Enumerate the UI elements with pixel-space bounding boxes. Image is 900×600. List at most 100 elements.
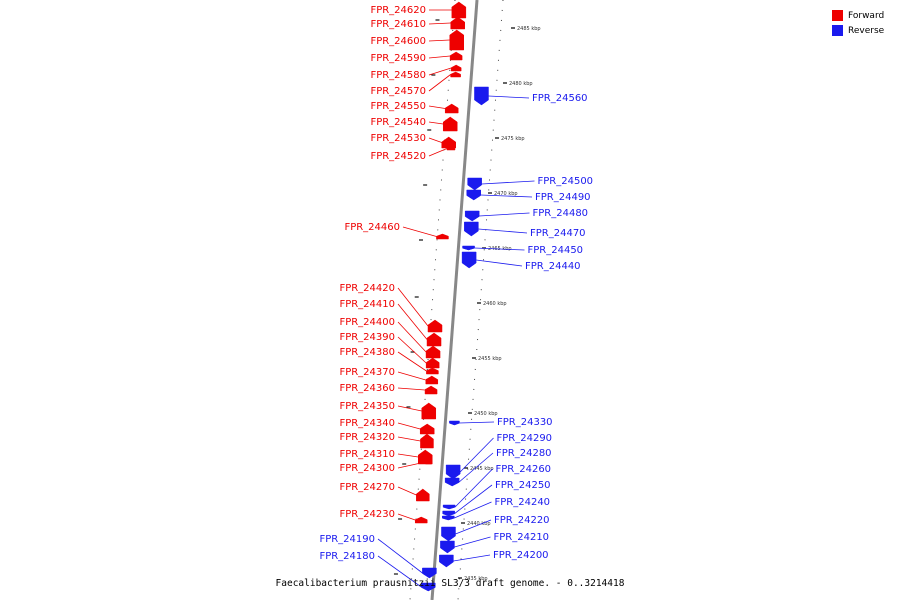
genome-backbone — [430, 0, 479, 600]
gene-fpr-24490-reverse[interactable] — [466, 189, 481, 201]
gene-label-forward[interactable]: FPR_24580 — [370, 70, 426, 81]
gene-fpr-24400-forward[interactable] — [425, 345, 441, 359]
gene-fpr-24390-forward[interactable] — [425, 357, 440, 369]
gene-fpr-24560-reverse[interactable] — [474, 86, 489, 106]
gene-fpr-24260-reverse[interactable] — [442, 504, 456, 510]
gene-fpr-24460-forward[interactable] — [436, 233, 449, 240]
leader-line — [476, 259, 523, 267]
gene-label-forward[interactable]: FPR_24420 — [339, 283, 395, 294]
gene-fpr-24590-forward[interactable] — [449, 51, 463, 61]
gene-fpr-24450-reverse[interactable] — [462, 245, 475, 251]
gene-label-reverse[interactable]: FPR_24480 — [533, 208, 589, 219]
gene-label-forward[interactable]: FPR_24370 — [339, 367, 395, 378]
gene-label-forward[interactable]: FPR_24390 — [339, 332, 395, 343]
gene-label-reverse[interactable]: FPR_24490 — [535, 192, 591, 203]
gene-label-forward[interactable]: FPR_24610 — [370, 19, 426, 30]
gene-label-reverse[interactable]: FPR_24220 — [494, 515, 550, 526]
gene-fpr-24320-forward[interactable] — [420, 433, 434, 449]
gene-fpr-24220-reverse[interactable] — [441, 526, 456, 542]
gene-fpr-24210-reverse[interactable] — [440, 540, 455, 554]
gene-fpr-24440-reverse[interactable] — [461, 251, 477, 269]
gene-label-forward[interactable]: FPR_24230 — [339, 509, 395, 520]
gene-label-forward[interactable]: FPR_24340 — [339, 418, 395, 429]
gene-label-reverse[interactable]: FPR_24500 — [538, 176, 594, 187]
gene-label-forward[interactable]: FPR_24590 — [370, 53, 426, 64]
leader-line — [397, 513, 416, 521]
gene-label-reverse[interactable]: FPR_24180 — [319, 551, 375, 562]
gene-fpr-24530-forward[interactable] — [441, 136, 456, 149]
gene-fpr-24340-forward[interactable] — [419, 423, 435, 435]
gene-fpr-24270-forward[interactable] — [416, 488, 430, 502]
gene-label-reverse[interactable]: FPR_24470 — [530, 228, 586, 239]
legend-reverse: Reverse — [832, 23, 892, 38]
gene-label-forward[interactable]: FPR_24380 — [339, 347, 395, 358]
gene-fpr-24290-reverse[interactable] — [445, 464, 461, 480]
gene-fpr-24610-forward[interactable] — [450, 16, 465, 30]
gene-label-reverse[interactable]: FPR_24250 — [495, 480, 551, 491]
gene-label-reverse[interactable]: FPR_24190 — [319, 534, 375, 545]
gene-label-forward[interactable]: FPR_24600 — [370, 36, 426, 47]
gene-fpr-24620-forward[interactable] — [451, 1, 467, 19]
gene-label-forward[interactable]: FPR_24310 — [339, 449, 395, 460]
gene-label-forward[interactable]: FPR_24410 — [339, 299, 395, 310]
gene-label-reverse[interactable]: FPR_24440 — [525, 261, 581, 272]
gene-label-forward[interactable]: FPR_24520 — [370, 151, 426, 162]
legend-reverse-swatch — [832, 25, 843, 36]
gene-label-forward[interactable]: FPR_24350 — [339, 401, 395, 412]
leader-line — [397, 336, 427, 364]
gene-label-forward[interactable]: FPR_24530 — [370, 133, 426, 144]
gene-label-reverse[interactable]: FPR_24210 — [494, 532, 550, 543]
gene-label-forward[interactable]: FPR_24360 — [339, 383, 395, 394]
gene-fpr-24300-forward[interactable] — [425, 459, 432, 465]
gene-label-forward[interactable]: FPR_24400 — [339, 317, 395, 328]
gene-label-reverse[interactable]: FPR_24240 — [495, 497, 551, 508]
gene-label-reverse[interactable]: FPR_24290 — [497, 433, 553, 444]
gene-fpr-24600-forward[interactable] — [449, 29, 464, 51]
gene-fpr-24360-forward[interactable] — [424, 385, 438, 395]
leader-line — [488, 95, 530, 99]
gene-label-forward[interactable]: FPR_24620 — [370, 5, 426, 16]
gene-fpr-24410-forward[interactable] — [426, 332, 442, 347]
legend-forward-label: Forward — [848, 10, 885, 21]
gene-label-forward[interactable]: FPR_24550 — [370, 101, 426, 112]
leader-line — [454, 501, 492, 519]
gene-label-forward[interactable]: FPR_24540 — [370, 117, 426, 128]
gene-fpr-24550-forward[interactable] — [444, 103, 459, 114]
gene-label-reverse[interactable]: FPR_24330 — [497, 417, 553, 428]
gene-fpr-24570-forward[interactable] — [450, 71, 461, 78]
gene-label-forward[interactable]: FPR_24320 — [339, 432, 395, 443]
gene-fpr-24370-forward[interactable] — [425, 375, 439, 385]
gene-fpr-24500-reverse[interactable] — [467, 177, 482, 191]
gene-fpr-24250-reverse[interactable] — [442, 510, 455, 517]
gene-label-reverse[interactable]: FPR_24280 — [496, 448, 552, 459]
gene-fpr-24470-reverse[interactable] — [464, 221, 479, 237]
leader-line — [397, 405, 422, 412]
gene-fpr-24580-forward[interactable] — [450, 64, 462, 72]
leader-line — [428, 55, 451, 59]
gene-label-forward[interactable]: FPR_24270 — [339, 482, 395, 493]
gene-fpr-24350-forward[interactable] — [421, 402, 437, 420]
scale-tick-label: 2470 kbp — [494, 191, 518, 197]
gene-fpr-24330-reverse[interactable] — [449, 420, 460, 426]
gene-label-reverse[interactable]: FPR_24450 — [528, 245, 584, 256]
leader-line — [397, 303, 428, 340]
right-guide-line — [457, 0, 504, 600]
gene-label-forward[interactable]: FPR_24300 — [339, 463, 395, 474]
gene-fpr-24230-forward[interactable] — [414, 516, 428, 524]
gene-fpr-24200-reverse[interactable] — [439, 554, 454, 568]
gene-fpr-24240-reverse[interactable] — [442, 515, 455, 521]
gene-fpr-24520-forward[interactable] — [446, 146, 456, 151]
gene-label-reverse[interactable]: FPR_24200 — [493, 550, 549, 561]
gene-label-forward[interactable]: FPR_24460 — [344, 222, 400, 233]
leader-line — [402, 226, 437, 237]
gene-fpr-24380-forward[interactable] — [426, 367, 439, 375]
gene-label-forward[interactable]: FPR_24570 — [370, 86, 426, 97]
gene-fpr-24280-reverse[interactable] — [444, 477, 460, 487]
leader-line — [455, 519, 492, 535]
gene-fpr-24480-reverse[interactable] — [464, 210, 480, 222]
gene-fpr-24420-forward[interactable] — [427, 319, 443, 333]
gene-fpr-24540-forward[interactable] — [442, 116, 458, 132]
leader-line — [428, 148, 448, 157]
gene-label-reverse[interactable]: FPR_24260 — [496, 464, 552, 475]
gene-label-reverse[interactable]: FPR_24560 — [532, 93, 588, 104]
